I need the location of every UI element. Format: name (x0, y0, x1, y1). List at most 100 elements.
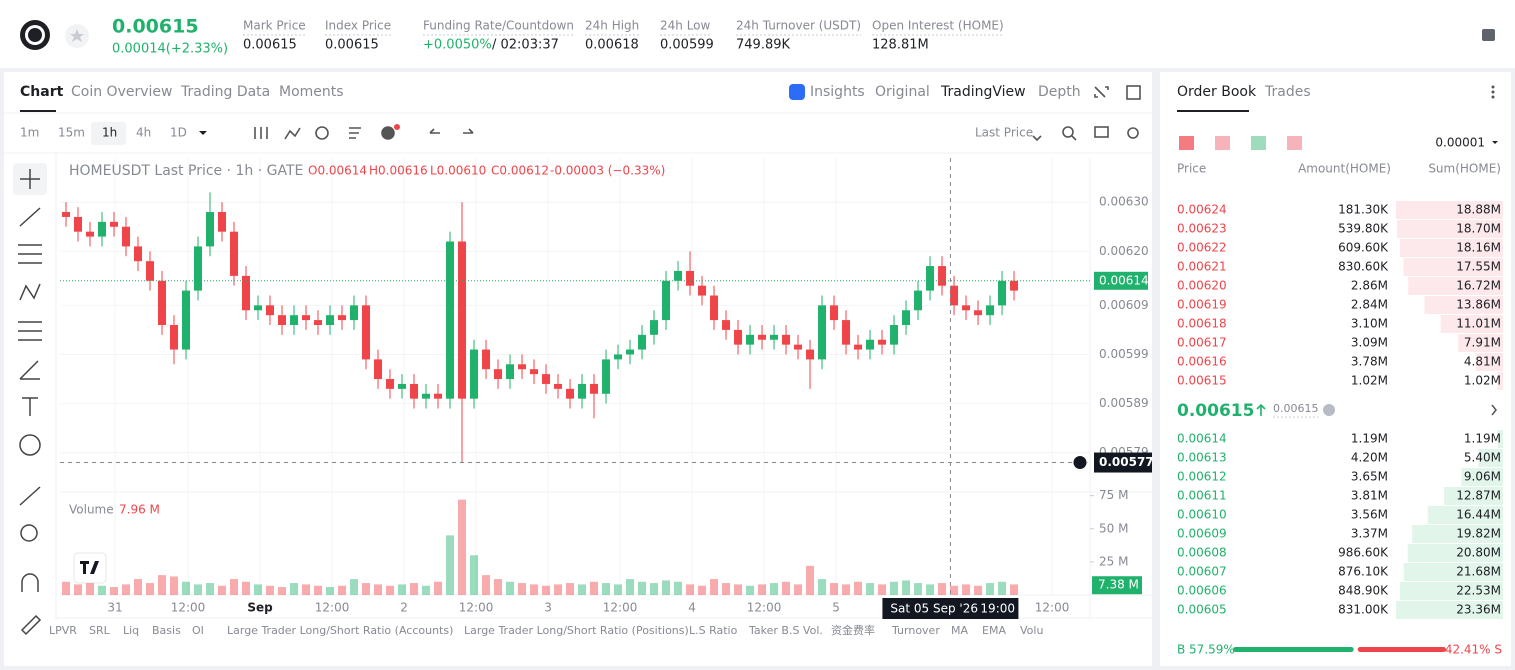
order-amount: 4.20M (1351, 451, 1388, 465)
order-price[interactable]: 0.00623 (1177, 222, 1227, 236)
order-price[interactable]: 0.00606 (1177, 584, 1227, 598)
volume-bar (770, 583, 779, 595)
candle-body (842, 320, 851, 345)
ohlc-legend: L0.00610 (430, 164, 486, 178)
order-price[interactable]: 0.00616 (1177, 355, 1227, 369)
volume-bar (326, 587, 335, 595)
up-arrow (1256, 403, 1266, 416)
volume-bar (86, 583, 95, 595)
order-price[interactable]: 0.00614 (1177, 432, 1227, 446)
candle-body (242, 275, 251, 311)
tradingview-logo (80, 561, 99, 574)
indicator[interactable]: OI (192, 624, 204, 637)
x-tick-label: Sep (247, 601, 273, 615)
interval[interactable]: 4h (136, 126, 151, 140)
price-type[interactable]: Last Price (975, 126, 1033, 140)
x-tick-label: 12:00 (315, 601, 350, 615)
order-price[interactable]: 0.00618 (1177, 317, 1227, 331)
tab[interactable]: Trading Data (180, 84, 270, 100)
order-amount: 848.90K (1338, 584, 1389, 598)
order-price[interactable]: 0.00612 (1177, 470, 1227, 484)
indicator[interactable]: Basis (152, 624, 181, 637)
order-price[interactable]: 0.00619 (1177, 298, 1227, 312)
stat-value: 0.00618 (585, 38, 639, 53)
candle-body (938, 266, 947, 286)
drawing-tools[interactable] (13, 163, 47, 636)
order-price[interactable]: 0.00613 (1177, 451, 1227, 465)
volume-bar (542, 585, 551, 595)
order-price[interactable]: 0.00609 (1177, 527, 1227, 541)
chart-title: HOMEUSDT Last Price · 1h · GATE (69, 163, 303, 179)
selected-interval[interactable] (91, 122, 126, 145)
order-price[interactable]: 0.00624 (1177, 203, 1227, 217)
indicator[interactable]: EMA (982, 624, 1006, 637)
interval[interactable]: 1D (170, 126, 187, 140)
indicator[interactable]: LPVR (49, 624, 77, 637)
tab[interactable]: Moments (279, 84, 344, 100)
volume-bar (686, 584, 695, 595)
order-price[interactable]: 0.00617 (1177, 336, 1227, 350)
volume-bar (62, 581, 71, 595)
volume-bar (782, 581, 791, 595)
candle-body (206, 212, 215, 247)
order-price[interactable]: 0.00608 (1177, 546, 1227, 560)
order-book-layout-icons[interactable] (1179, 85, 1497, 416)
order-amount: 181.30K (1338, 203, 1389, 217)
order-sum: 11.01M (1456, 317, 1501, 331)
candle-body (278, 315, 287, 325)
stat-extra: / 02:03:37 (492, 38, 559, 53)
candle-body (662, 280, 671, 321)
volume-bar (290, 583, 299, 595)
volume-bar (482, 575, 491, 595)
order-price[interactable]: 0.00607 (1177, 565, 1227, 579)
order-price[interactable]: 0.00605 (1177, 603, 1227, 617)
order-book-tab[interactable]: Order Book (1177, 84, 1257, 100)
indicator[interactable]: 资金费率 (831, 623, 875, 637)
order-price[interactable]: 0.00621 (1177, 260, 1227, 274)
volume-bar (410, 583, 419, 595)
interval[interactable]: 15m (58, 126, 85, 140)
order-price[interactable]: 0.00615 (1177, 374, 1227, 388)
candle-body (446, 241, 455, 399)
candle-body (338, 315, 347, 321)
volume-bar (458, 499, 467, 595)
indicator[interactable]: Turnover (891, 624, 940, 637)
view-tab[interactable]: TradingView (940, 84, 1026, 100)
add-alert-button[interactable] (1072, 455, 1088, 471)
volume-bar (470, 555, 479, 595)
mark-price[interactable]: 0.00615 (1273, 402, 1319, 415)
volume-bar (962, 584, 971, 595)
order-price[interactable]: 0.00622 (1177, 241, 1227, 255)
order-amount: 3.09M (1351, 336, 1388, 350)
view-tab[interactable]: Original (875, 84, 930, 100)
order-book-tab[interactable]: Trades (1264, 84, 1311, 100)
view-tab[interactable]: Insights (810, 84, 865, 100)
order-price[interactable]: 0.00620 (1177, 279, 1227, 293)
candle-body (362, 305, 371, 360)
indicator[interactable]: Volu (1020, 624, 1043, 637)
precision[interactable]: 0.00001 (1435, 136, 1485, 150)
indicator[interactable]: L.S Ratio (689, 624, 738, 637)
indicator[interactable]: Large Trader Long/Short Ratio (Accounts) (227, 624, 453, 637)
indicator[interactable]: Liq (123, 624, 139, 637)
order-amount: 831.00K (1338, 603, 1389, 617)
volume-bar (254, 584, 263, 595)
depth-bar (1407, 544, 1503, 562)
view-tab[interactable]: Depth (1038, 84, 1081, 100)
ohlc-legend: -0.00003 (−0.33%) (550, 164, 665, 178)
indicator[interactable]: Taker B.S Vol. (748, 624, 823, 637)
order-price[interactable]: 0.00611 (1177, 489, 1227, 503)
menu-icon[interactable] (1482, 29, 1495, 41)
interval[interactable]: 1h (102, 126, 117, 140)
sell-ratio-bar (1357, 647, 1446, 652)
tab[interactable]: Coin Overview (71, 84, 172, 100)
indicator[interactable]: MA (951, 624, 968, 637)
tab[interactable]: Chart (20, 84, 64, 100)
interval[interactable]: 1m (20, 126, 39, 140)
order-price[interactable]: 0.00610 (1177, 508, 1227, 522)
volume-bar (638, 581, 647, 595)
order-amount: 1.02M (1351, 374, 1388, 388)
indicator[interactable]: Large Trader Long/Short Ratio (Positions… (464, 624, 689, 637)
indicator[interactable]: SRL (89, 624, 111, 637)
